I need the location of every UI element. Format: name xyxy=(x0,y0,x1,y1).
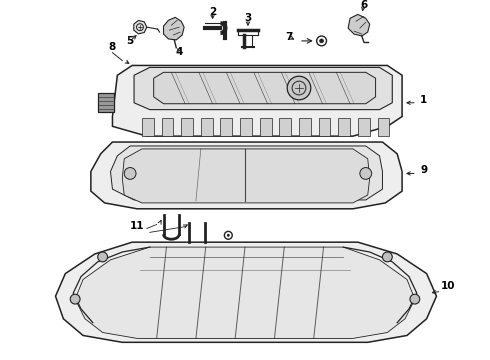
Polygon shape xyxy=(55,242,437,342)
Polygon shape xyxy=(134,67,392,110)
Bar xyxy=(260,118,271,136)
Polygon shape xyxy=(348,14,369,36)
Bar xyxy=(299,118,311,136)
Bar xyxy=(162,118,173,136)
Text: 1: 1 xyxy=(420,95,427,105)
Polygon shape xyxy=(98,93,115,112)
Bar xyxy=(378,118,390,136)
Bar xyxy=(142,118,154,136)
Bar xyxy=(358,118,369,136)
Text: 6: 6 xyxy=(360,0,368,10)
Bar xyxy=(338,118,350,136)
Text: 3: 3 xyxy=(245,13,251,23)
Circle shape xyxy=(410,294,420,304)
Circle shape xyxy=(70,294,80,304)
Text: 2: 2 xyxy=(209,8,216,17)
Text: 9: 9 xyxy=(420,166,427,175)
Polygon shape xyxy=(75,247,415,338)
Bar xyxy=(279,118,291,136)
Bar xyxy=(181,118,193,136)
Polygon shape xyxy=(134,21,147,34)
Text: 5: 5 xyxy=(126,36,134,46)
Circle shape xyxy=(383,252,392,262)
Circle shape xyxy=(287,76,311,100)
Bar xyxy=(201,118,213,136)
Polygon shape xyxy=(154,72,375,104)
Circle shape xyxy=(98,252,107,262)
Text: 7: 7 xyxy=(286,32,293,42)
Circle shape xyxy=(360,167,371,179)
Polygon shape xyxy=(91,142,402,209)
Text: 4: 4 xyxy=(175,47,183,57)
Circle shape xyxy=(319,39,323,43)
Polygon shape xyxy=(112,66,402,136)
Circle shape xyxy=(227,234,230,237)
Bar xyxy=(240,118,252,136)
Polygon shape xyxy=(110,146,383,200)
Polygon shape xyxy=(164,17,184,40)
Text: 10: 10 xyxy=(441,281,456,291)
Bar xyxy=(220,118,232,136)
Polygon shape xyxy=(122,149,369,203)
Text: 8: 8 xyxy=(109,42,116,52)
Circle shape xyxy=(124,167,136,179)
Text: 11: 11 xyxy=(130,221,144,231)
Bar xyxy=(318,118,330,136)
